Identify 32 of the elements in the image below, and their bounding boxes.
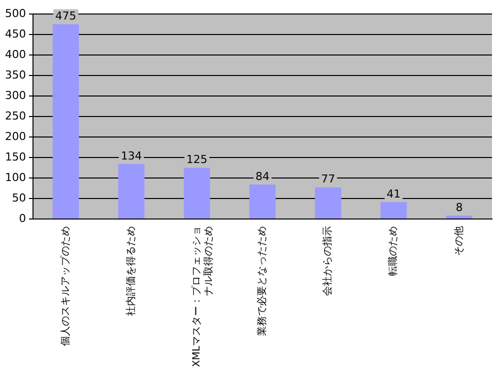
y-tick-label: 200 [4, 130, 26, 143]
y-tick-label: 450 [4, 27, 26, 40]
bar [446, 216, 472, 218]
bar [249, 184, 276, 218]
bar [52, 24, 79, 218]
data-label: 84 [256, 170, 270, 183]
y-tick-label: 400 [4, 48, 26, 61]
x-tick-label: その他 [452, 226, 465, 256]
bar [184, 168, 210, 218]
x-tick-label: 社内評価を得るため [124, 226, 137, 316]
data-label: 8 [456, 201, 463, 214]
data-label: 77 [321, 172, 336, 186]
data-label: 475 [55, 10, 76, 23]
y-tick-label: 300 [4, 88, 26, 102]
y-tick-label: 0 [18, 212, 26, 225]
y-tick-label: 150 [4, 150, 26, 164]
data-label: 125 [186, 153, 208, 166]
y-tick-label: 50 [12, 191, 26, 204]
x-tick-label: 転職のため [387, 226, 400, 276]
bar [380, 202, 407, 218]
y-tick-label: 500 [4, 6, 26, 20]
y-tick-label: 250 [4, 109, 26, 122]
x-tick-label: 会社からの指示 [322, 226, 334, 296]
y-tick-label: 100 [4, 170, 26, 184]
bar [118, 164, 144, 218]
bar [314, 187, 342, 218]
data-label: 41 [386, 188, 401, 201]
x-tick-label: 個人のスキルアップのため [59, 226, 72, 346]
x-tick-label: 業務で必要となったため [256, 226, 268, 336]
y-tick-label: 350 [4, 68, 26, 82]
x-tick-label: XMLマスター：プロフェッショナル取得のため [190, 226, 215, 368]
data-label: 134 [120, 149, 142, 162]
